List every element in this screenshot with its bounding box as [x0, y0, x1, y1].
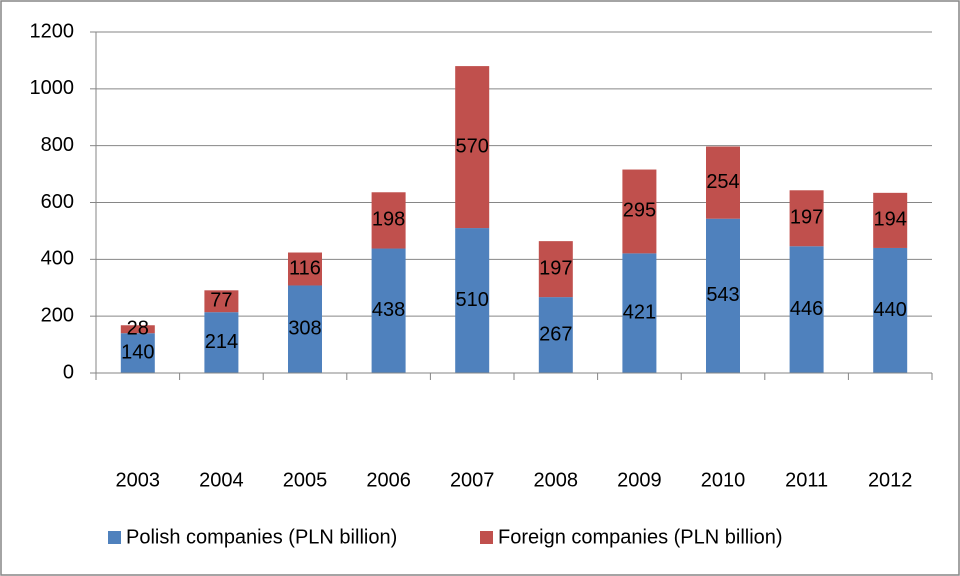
data-label: 543 — [706, 284, 739, 306]
bar-segment — [204, 312, 239, 373]
data-label: 214 — [205, 331, 238, 353]
data-label: 140 — [121, 341, 154, 363]
bar-segment — [371, 248, 406, 373]
data-label: 267 — [539, 323, 572, 345]
x-tick-label: 2008 — [534, 469, 579, 491]
data-label: 28 — [127, 318, 149, 340]
data-label: 421 — [623, 301, 656, 323]
bar-segment — [120, 325, 155, 334]
data-label: 197 — [790, 207, 823, 229]
bar-segment — [873, 192, 908, 248]
bar-segment — [873, 247, 908, 373]
bar-segment — [538, 241, 573, 298]
bar-segment — [622, 169, 657, 254]
data-label: 197 — [539, 257, 572, 279]
x-tick-label: 2011 — [785, 469, 828, 491]
data-label: 440 — [874, 299, 907, 321]
bar-segment — [789, 190, 824, 247]
x-tick-label: 2012 — [868, 469, 913, 491]
x-tick-label: 2004 — [199, 469, 244, 491]
legend-label: Foreign companies (PLN billion) — [498, 526, 783, 548]
legend-swatch — [480, 531, 493, 544]
legend-swatch — [108, 531, 121, 544]
data-label: 77 — [210, 290, 232, 312]
bar-segment — [789, 246, 824, 373]
x-tick-label: 2003 — [116, 469, 161, 491]
bar-segment — [288, 252, 322, 286]
data-label: 254 — [706, 171, 739, 193]
y-tick-label: 1000 — [30, 77, 75, 99]
bar-segment — [455, 228, 490, 373]
y-tick-label: 400 — [41, 248, 74, 270]
data-label: 295 — [623, 200, 656, 222]
data-label: 446 — [790, 298, 823, 320]
data-label: 438 — [372, 299, 405, 321]
data-label: 194 — [874, 209, 907, 231]
y-tick-label: 800 — [41, 134, 74, 156]
data-label: 116 — [289, 257, 321, 279]
x-tick-label: 2007 — [450, 469, 495, 491]
y-tick-label: 0 — [63, 361, 74, 383]
bar-segment — [706, 218, 740, 373]
x-tick-label: 2006 — [366, 469, 411, 491]
data-label: 198 — [372, 209, 405, 231]
bar-segment — [371, 192, 406, 249]
y-tick-label: 1200 — [30, 20, 75, 42]
bar-segment — [120, 333, 155, 373]
y-tick-label: 600 — [41, 191, 74, 213]
y-tick-label: 200 — [41, 304, 74, 326]
legend-label: Polish companies (PLN billion) — [126, 526, 397, 548]
x-tick-label: 2010 — [701, 469, 746, 491]
data-label: 308 — [288, 318, 321, 340]
bar-segment — [538, 297, 573, 373]
bar-segment — [706, 146, 740, 219]
bar-segment — [622, 253, 657, 373]
x-tick-label: 2005 — [283, 469, 328, 491]
x-tick-label: 2009 — [617, 469, 662, 491]
bar-segment — [204, 290, 239, 313]
data-label: 510 — [456, 289, 489, 311]
bar-segment — [288, 285, 322, 373]
bar-segment — [455, 66, 490, 229]
data-label: 570 — [456, 135, 489, 157]
